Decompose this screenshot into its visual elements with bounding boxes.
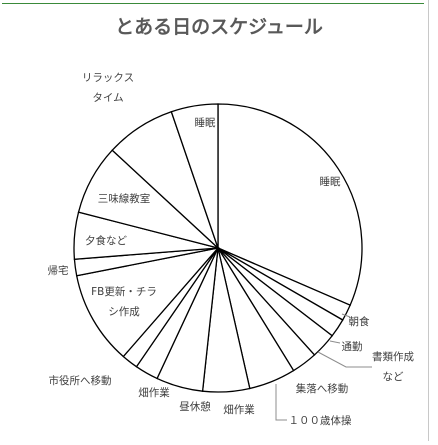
leader-line-3 (317, 351, 372, 368)
slice-label-5: １００歳体操 (289, 414, 352, 427)
leader-line-1 (341, 313, 351, 318)
slice-label-11: 帰宅 (48, 264, 69, 277)
slice-label-9: 市役所へ移動 (49, 374, 112, 387)
slice-label-0: 睡眠 (320, 175, 341, 188)
slice-label-6: 畑作業 (223, 403, 255, 416)
sheet-gridline (428, 0, 438, 441)
pie-slice-0 (217, 103, 363, 307)
slice-label-2: 通勤 (342, 340, 363, 353)
slice-label-10: FB更新・チラシ作成 (91, 285, 157, 318)
slice-label-14: リラックスタイム (82, 72, 134, 104)
pie-slices (73, 103, 363, 393)
leader-lines (275, 313, 372, 421)
slice-label-4: 集落へ移動 (296, 382, 349, 395)
leader-line-5 (275, 384, 287, 421)
pie-slice-10 (75, 246, 220, 358)
chart-title: とある日のスケジュール (115, 16, 323, 38)
slice-label-7: 昼休憩 (179, 400, 211, 413)
pie-slice-15 (170, 103, 219, 249)
slice-label-13: 三味線教室 (98, 192, 151, 205)
slice-label-8: 畑作業 (138, 386, 170, 399)
slice-label-1: 朝食 (349, 315, 370, 328)
chart-top-border (2, 0, 424, 4)
slice-label-12: 夕食など (85, 234, 127, 247)
leader-line-2 (329, 340, 341, 344)
slice-label-3: 書類作成など (372, 350, 414, 383)
slice-label-15: 睡眠 (195, 116, 216, 129)
